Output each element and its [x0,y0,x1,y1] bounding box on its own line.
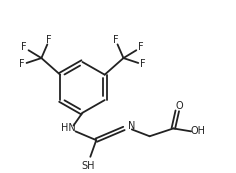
Text: F: F [19,59,25,69]
Text: F: F [113,34,118,44]
Text: SH: SH [82,161,95,171]
Text: N: N [128,121,135,131]
Text: OH: OH [190,126,206,136]
Text: F: F [140,59,146,69]
Text: O: O [175,101,183,111]
Text: HN: HN [61,124,76,133]
Text: F: F [139,42,144,52]
Text: F: F [21,42,26,52]
Text: F: F [46,34,52,44]
